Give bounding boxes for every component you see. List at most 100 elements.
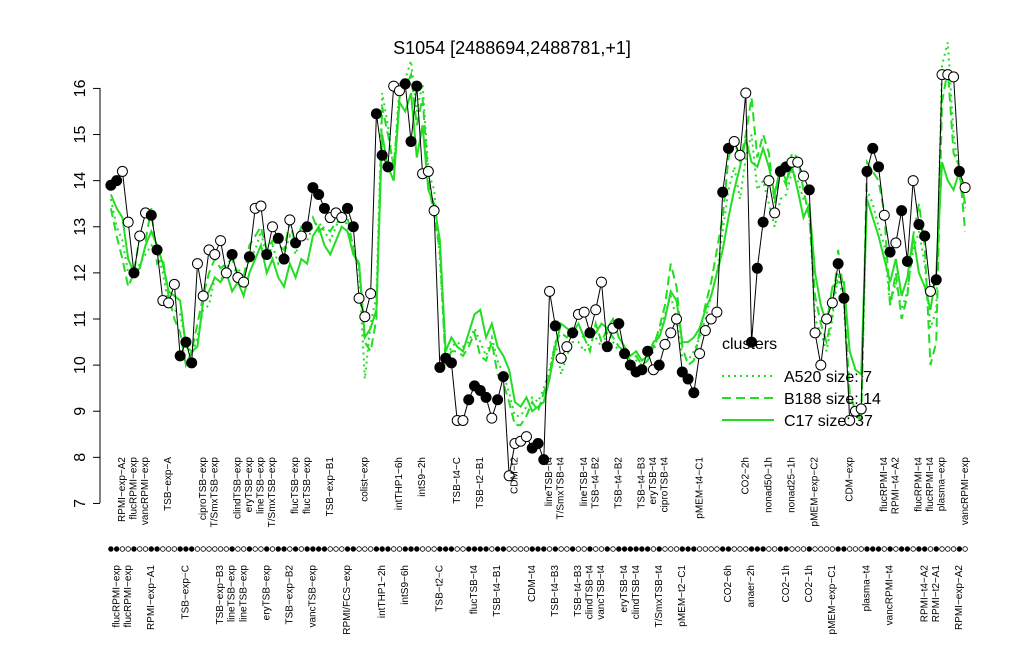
category-dot xyxy=(333,546,339,552)
data-point xyxy=(717,186,729,198)
category-dot xyxy=(373,546,380,552)
category-dot xyxy=(206,546,212,552)
category-dot xyxy=(841,546,847,552)
x-tick-label: T/SmxTSB−t4 xyxy=(556,457,567,520)
category-dot xyxy=(922,546,928,552)
category-dot xyxy=(945,546,951,552)
data-point xyxy=(763,175,775,187)
x-tick-label: TSB−t4−B2 xyxy=(613,457,624,509)
category-dot xyxy=(748,546,755,552)
category-dot xyxy=(616,546,622,552)
category-dot xyxy=(212,546,218,552)
category-dot xyxy=(725,546,732,552)
data-point xyxy=(428,205,440,217)
data-point xyxy=(284,214,296,226)
data-point xyxy=(619,348,631,360)
data-point xyxy=(751,262,763,274)
data-point xyxy=(734,149,746,161)
y-tick-label: 11 xyxy=(72,311,89,328)
category-dot xyxy=(910,546,916,552)
data-point xyxy=(255,200,267,212)
category-dot xyxy=(194,546,201,552)
data-point xyxy=(671,313,683,325)
category-dot xyxy=(448,546,455,552)
category-dot xyxy=(829,546,836,552)
category-dot xyxy=(581,546,587,552)
x-tick-label: TSB−t4−C xyxy=(452,457,463,504)
data-point xyxy=(197,290,209,302)
category-dot xyxy=(818,546,824,552)
category-dot xyxy=(269,546,276,552)
x-tick-label: ciproTSB−exp xyxy=(198,457,209,521)
category-dot xyxy=(512,546,518,552)
data-point xyxy=(682,373,694,385)
chart-title: S1054 [2488694,2488781,+1] xyxy=(393,38,631,58)
x-tick-label: TSB−t2−C xyxy=(435,565,446,612)
x-tick-label: nonad50−1h xyxy=(764,457,775,513)
category-dot xyxy=(379,546,385,552)
category-dot xyxy=(621,546,628,552)
data-point xyxy=(342,202,354,214)
data-point xyxy=(561,341,573,353)
data-point xyxy=(353,292,365,304)
data-point xyxy=(243,251,255,263)
category-dot xyxy=(875,546,882,552)
category-dot xyxy=(223,546,230,552)
data-point xyxy=(538,454,550,466)
data-point xyxy=(411,80,423,92)
x-tick-label: pMEM−t4−C1 xyxy=(694,457,705,519)
data-point xyxy=(890,237,902,249)
category-dot xyxy=(437,546,443,552)
category-dot xyxy=(494,546,501,552)
category-dot xyxy=(800,546,807,552)
category-dot xyxy=(419,546,426,552)
category-dot xyxy=(668,546,674,552)
data-point xyxy=(226,248,238,260)
x-tick-label: RPMI−t4−A2 xyxy=(890,457,901,515)
x-tick-label: intS9−6h xyxy=(400,565,411,605)
category-dot xyxy=(442,546,449,552)
category-dot xyxy=(893,546,899,552)
category-dot xyxy=(471,546,478,552)
data-point xyxy=(878,209,890,221)
data-point xyxy=(746,336,758,348)
category-dot xyxy=(229,546,235,552)
data-point xyxy=(434,361,446,373)
x-tick-label: TSB−t2−B1 xyxy=(475,457,486,509)
category-dot xyxy=(356,546,362,552)
category-dot xyxy=(679,546,685,552)
category-dot xyxy=(506,546,512,552)
category-dot xyxy=(367,546,374,552)
category-dot xyxy=(691,546,697,552)
category-dot xyxy=(217,546,224,552)
x-tick-label: TSB−t4−B2 xyxy=(590,457,601,509)
data-point xyxy=(370,108,382,120)
category-dot xyxy=(362,546,368,552)
category-dot xyxy=(962,546,968,552)
x-tick-label: eryTSB−t4 xyxy=(648,457,659,505)
x-tick-label: clindTSB−t4 xyxy=(585,565,596,620)
category-dot xyxy=(714,546,720,552)
data-point xyxy=(803,184,815,196)
category-dot xyxy=(264,546,270,552)
data-point xyxy=(174,350,186,362)
data-point xyxy=(948,71,960,83)
category-dot xyxy=(823,546,830,552)
x-tick-label: plasma−exp xyxy=(937,457,948,512)
category-dot xyxy=(396,546,403,552)
x-tick-label: anaer−2h xyxy=(746,565,757,608)
data-point xyxy=(503,470,515,482)
data-point xyxy=(168,278,180,290)
data-point xyxy=(163,297,175,309)
data-point xyxy=(699,325,711,337)
x-tick-label: vancRPMI−exp xyxy=(960,457,971,526)
data-point xyxy=(884,246,896,258)
category-dot xyxy=(777,546,784,552)
data-point xyxy=(145,209,157,221)
data-point xyxy=(688,387,700,399)
category-dot xyxy=(125,546,131,552)
x-tick-label: ciproTSB−t4 xyxy=(660,457,671,513)
x-tick-label: pMEM−t2−C1 xyxy=(677,565,688,627)
data-point xyxy=(128,267,140,279)
